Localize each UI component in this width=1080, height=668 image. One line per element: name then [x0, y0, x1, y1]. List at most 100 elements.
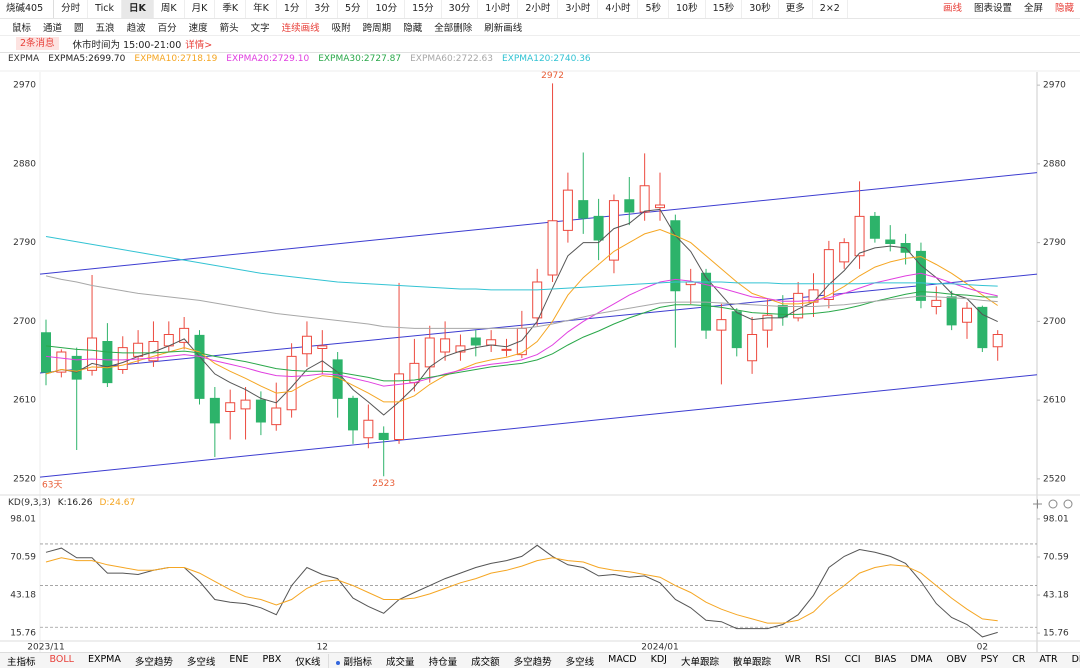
channel-line — [39, 172, 1038, 275]
drawing-tool[interactable]: 圆 — [74, 22, 84, 34]
action-button[interactable]: 画线 — [942, 3, 962, 14]
period-button[interactable]: 月K — [185, 0, 216, 18]
indicator-tab[interactable]: 持仓量 — [428, 657, 458, 668]
drawing-tool[interactable]: 连续画线 — [281, 22, 320, 34]
candle-body — [501, 348, 512, 351]
indicator-tab[interactable]: KDJ — [650, 654, 667, 665]
candle-body — [424, 337, 435, 368]
indicator-tab[interactable]: DMA — [910, 654, 933, 665]
period-button[interactable]: 更多 — [779, 0, 813, 18]
candle-body — [240, 399, 251, 410]
low-annotation: 2523 — [372, 479, 395, 489]
notice-text: 休市时间为 15:00-21:00 — [72, 39, 182, 51]
indicator-tab[interactable]: 成交额 — [471, 657, 500, 668]
period-button[interactable]: 30秒 — [742, 0, 779, 18]
period-button[interactable]: 2小时 — [518, 0, 559, 18]
indicator-legend: EXPMA EXPMA5:2699.70 EXPMA10:2718.19 EXPMA2… — [8, 54, 600, 68]
indicator-tab[interactable]: ATR — [1039, 654, 1058, 665]
candle-body — [71, 355, 82, 380]
period-button[interactable]: 4小时 — [598, 0, 639, 18]
period-button[interactable]: 年K — [246, 0, 277, 18]
indicator-tab[interactable]: 散单跟踪 — [732, 657, 771, 668]
indicator-tab[interactable]: 仅K线 — [295, 657, 321, 668]
period-button[interactable]: 季K — [215, 0, 247, 18]
candle-body — [87, 337, 98, 371]
drawing-tool[interactable]: 速度 — [188, 22, 208, 34]
action-button[interactable]: 隐藏 — [1054, 3, 1074, 14]
drawing-toolbar: 鼠标 通道圆五浪 趋波 百分 速度 箭头 文字 连续画线 吸附 跨周期 隐藏 全部删除 刷新画线 — [0, 18, 1080, 36]
action-button[interactable]: 全屏 — [1023, 3, 1043, 14]
indicator-tab[interactable]: MACD — [608, 654, 637, 665]
drawing-tool[interactable]: 跨周期 — [362, 22, 392, 34]
indicator-name[interactable]: KD(9,3,3) — [8, 498, 51, 508]
indicator-tab[interactable]: 多空趋势 — [513, 657, 552, 668]
notice-link[interactable]: 详情> — [185, 39, 213, 51]
message-badge[interactable]: 2条消息 — [16, 37, 59, 50]
period-button[interactable]: 1小时 — [478, 0, 519, 18]
period-button[interactable]: 日K — [122, 0, 154, 18]
y-tick-label: 2880 — [13, 159, 36, 169]
y-tick-label: 2700 — [13, 317, 36, 327]
period-button[interactable]: 5分 — [338, 0, 369, 18]
kd-legend: KD(9,3,3) K:16.26 D:24.67 — [8, 498, 142, 512]
legend-entry: EXPMA120:2740.36 — [502, 54, 591, 64]
indicator-tab[interactable]: DMI — [1071, 654, 1080, 665]
drawing-tool[interactable]: 鼠标 — [12, 22, 32, 34]
indicator-tab[interactable]: CR — [1012, 654, 1026, 665]
indicator-tabs: 主指标 BOLL EXPMA 多空趋势 多空线 ENE PBX 仅K线 副指标 成交量 持仓量 成交额… — [0, 652, 1080, 668]
indicator-tab[interactable]: RSI — [815, 654, 831, 665]
drawing-tool[interactable]: 全部删除 — [434, 22, 473, 34]
action-button[interactable]: 图表设置 — [973, 3, 1012, 14]
kd-line — [45, 544, 998, 638]
indicator-tab[interactable]: 大单跟踪 — [680, 657, 719, 668]
legend-entry: D:24.67 — [99, 498, 136, 508]
indicator-tab[interactable]: OBV — [946, 654, 967, 665]
drawing-tool[interactable]: 文字 — [250, 22, 270, 34]
drawing-tool[interactable]: 吸附 — [331, 22, 351, 34]
symbol-selector[interactable]: 烧碱405 — [0, 0, 55, 18]
indicator-tab[interactable]: 多空线 — [565, 657, 595, 668]
period-toolbar: 烧碱405 分时 Tick 日K 周K 月K 季K 年K 1分 3分 5分 10分 15分 30分 1小时 2… — [0, 0, 1080, 19]
drawing-tool[interactable]: 箭头 — [219, 22, 239, 34]
period-button[interactable]: 10秒 — [669, 0, 706, 18]
period-button[interactable]: 1分 — [277, 0, 308, 18]
indicator-tab[interactable]: WR — [785, 654, 801, 665]
period-button[interactable]: 分时 — [54, 0, 89, 18]
expma-line — [45, 228, 998, 403]
candle-body — [133, 342, 144, 357]
candle-body — [716, 319, 727, 331]
drawing-tool[interactable]: 百分 — [157, 22, 177, 34]
y-tick-label: 2880 — [1043, 159, 1066, 169]
drawing-tool[interactable]: 五浪 — [95, 22, 115, 34]
period-button[interactable]: 3分 — [307, 0, 338, 18]
indicator-tab[interactable]: BIAS — [874, 654, 897, 665]
period-button[interactable]: 周K — [154, 0, 185, 18]
indicator-tab[interactable]: 多空趋势 — [134, 657, 173, 668]
period-button[interactable]: 2×2 — [813, 0, 848, 18]
drawing-tool[interactable]: 趋波 — [126, 22, 146, 34]
period-button[interactable]: 10分 — [368, 0, 406, 18]
indicator-name[interactable]: EXPMA — [8, 54, 40, 64]
indicator-tab[interactable]: EXPMA — [87, 654, 121, 665]
indicator-tab[interactable]: 成交量 — [386, 657, 415, 668]
indicator-tab[interactable]: BOLL — [49, 654, 74, 665]
indicator-tab[interactable]: CCI — [844, 654, 861, 665]
period-button[interactable]: 3小时 — [558, 0, 599, 18]
period-button[interactable]: 30分 — [442, 0, 479, 18]
indicator-tab[interactable]: PSY — [980, 654, 999, 665]
period-button[interactable]: 15分 — [405, 0, 442, 18]
candle-body — [869, 215, 880, 239]
notice-bar: 2条消息 休市时间为 15:00-21:00 详情> — [0, 35, 1080, 53]
period-button[interactable]: 15秒 — [706, 0, 743, 18]
candle-body — [394, 373, 405, 440]
drawing-tool[interactable]: 刷新画线 — [484, 22, 523, 34]
indicator-tab[interactable]: ENE — [229, 654, 249, 665]
drawing-tool[interactable]: 隐藏 — [403, 22, 423, 34]
period-button[interactable]: Tick — [88, 0, 123, 18]
expma-line — [45, 208, 998, 416]
drawing-tool[interactable]: 通道 — [43, 22, 63, 34]
indicator-tab[interactable]: PBX — [262, 654, 282, 665]
candle-body — [41, 332, 51, 373]
indicator-tab[interactable]: 多空线 — [186, 657, 216, 668]
period-button[interactable]: 5秒 — [638, 0, 669, 18]
